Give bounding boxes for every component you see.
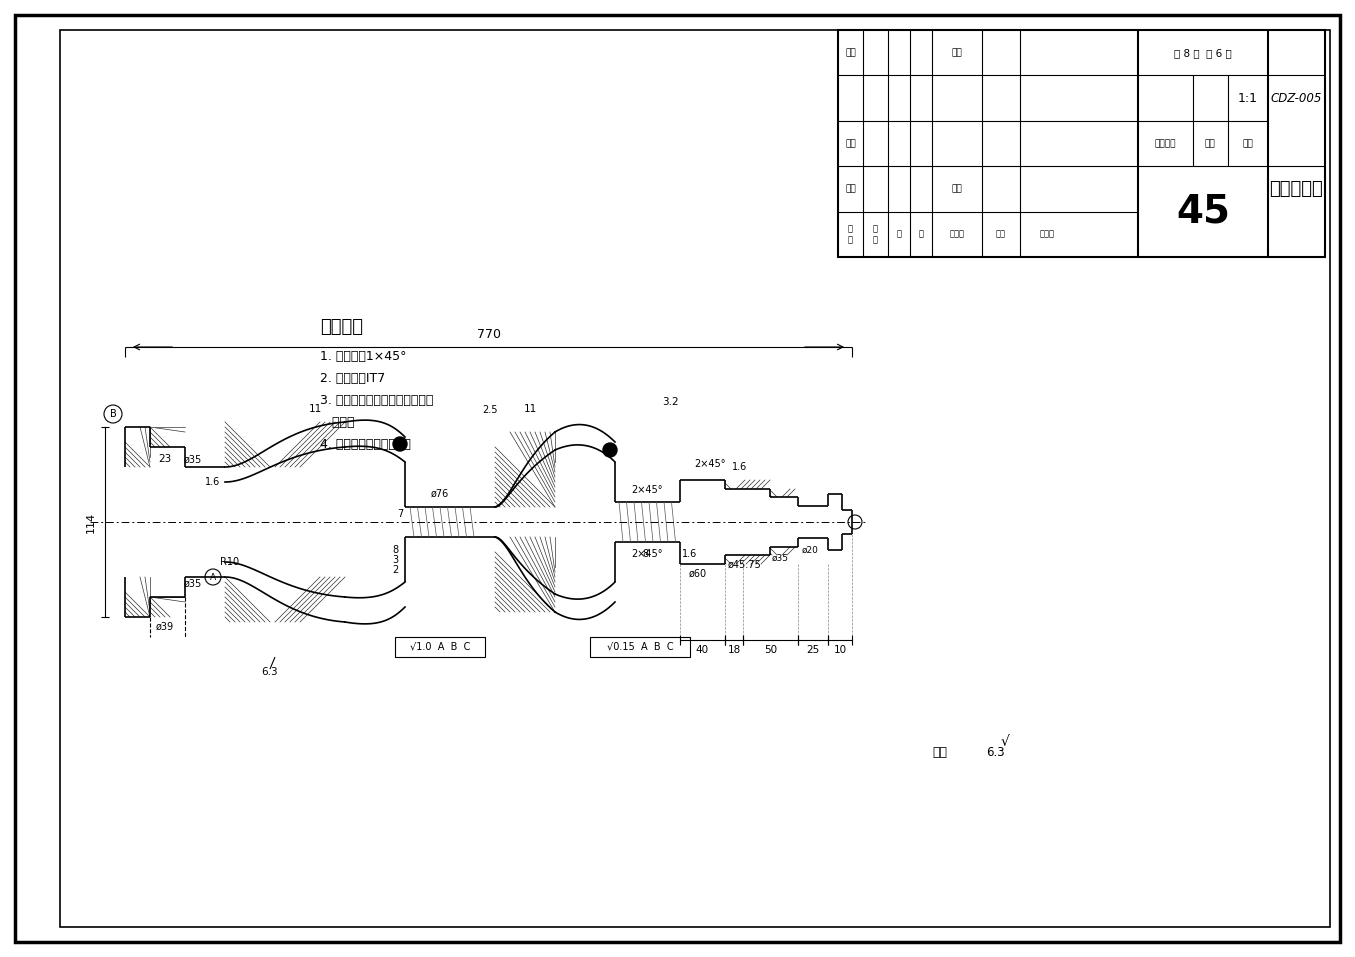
Text: ø35: ø35 [184, 455, 202, 465]
Bar [837, 30, 1325, 257]
Text: ø20: ø20 [802, 545, 818, 554]
Text: ø35: ø35 [771, 553, 789, 563]
Text: 审核: 审核 [846, 139, 856, 148]
Text: ø39: ø39 [156, 622, 173, 632]
Text: R10: R10 [221, 557, 240, 567]
Text: √0.15  A  B  C: √0.15 A B C [607, 642, 673, 652]
Text: ø45.75: ø45.75 [728, 560, 762, 570]
Text: 2.5: 2.5 [482, 405, 497, 415]
Text: 770: 770 [477, 328, 500, 342]
Text: ø60: ø60 [688, 569, 707, 579]
Text: 6.3: 6.3 [985, 746, 1004, 759]
Text: 其余: 其余 [932, 746, 947, 759]
Text: 中间传动轴: 中间传动轴 [1270, 180, 1324, 198]
Text: 2×45°: 2×45° [631, 549, 663, 559]
Text: 2. 未注精度IT7: 2. 未注精度IT7 [320, 372, 385, 386]
Text: 1.6: 1.6 [732, 462, 748, 472]
Text: 2: 2 [392, 565, 398, 575]
Bar [589, 637, 690, 657]
Text: 8: 8 [392, 545, 398, 555]
Text: 1.6: 1.6 [206, 477, 221, 487]
Text: B: B [110, 409, 117, 419]
Text: 批准: 批准 [951, 48, 962, 57]
Text: 工艺: 工艺 [846, 48, 856, 57]
Text: 18: 18 [728, 645, 741, 655]
Text: 标准: 标准 [951, 185, 962, 193]
Text: 50: 50 [764, 645, 776, 655]
Text: 11: 11 [309, 404, 321, 414]
Text: 3: 3 [392, 555, 398, 565]
Text: 45: 45 [1176, 192, 1230, 231]
Text: √: √ [1000, 735, 1009, 749]
Text: 7: 7 [397, 509, 404, 519]
Text: 文件号: 文件号 [950, 230, 965, 239]
Text: ø76: ø76 [431, 489, 449, 499]
Text: A: A [210, 572, 215, 582]
Text: 年月日: 年月日 [1041, 230, 1056, 239]
Text: ø35: ø35 [184, 579, 202, 589]
Text: 1. 未注倒角1×45°: 1. 未注倒角1×45° [320, 350, 406, 364]
Circle shape [603, 443, 617, 457]
Text: 区: 区 [919, 230, 924, 239]
Text: 重量: 重量 [1205, 139, 1215, 148]
Text: 3. 传动轴体应无裂损，表面无显: 3. 传动轴体应无裂损，表面无显 [320, 394, 434, 408]
Text: 比例: 比例 [1243, 139, 1253, 148]
Text: 8: 8 [642, 549, 648, 559]
Text: 2×45°: 2×45° [631, 485, 663, 495]
Text: 技术要求: 技术要求 [320, 318, 363, 336]
Text: 10: 10 [833, 645, 847, 655]
Text: 标
记: 标 记 [848, 225, 854, 244]
Text: 分: 分 [897, 230, 901, 239]
Text: 处
数: 处 数 [873, 225, 878, 244]
Text: 2×45°: 2×45° [694, 459, 726, 469]
Text: 6.3: 6.3 [262, 667, 278, 677]
Text: 23: 23 [159, 454, 172, 464]
Text: 设计: 设计 [846, 185, 856, 193]
Text: 40: 40 [696, 645, 709, 655]
Text: 25: 25 [806, 645, 820, 655]
Circle shape [393, 437, 406, 451]
Text: 1.6: 1.6 [683, 549, 698, 559]
Text: 114: 114 [85, 511, 96, 532]
Text: 4. 零件加工后应清除污垢: 4. 零件加工后应清除污垢 [320, 438, 411, 452]
Text: 共 8 张  第 6 张: 共 8 张 第 6 张 [1175, 48, 1232, 57]
Text: 1:1: 1:1 [1238, 92, 1257, 104]
Text: 3.2: 3.2 [661, 397, 679, 407]
Text: 著伤痕: 著伤痕 [320, 416, 355, 430]
Text: 签名: 签名 [996, 230, 1005, 239]
Text: 阶段标记: 阶段标记 [1154, 139, 1176, 148]
Text: √1.0  A  B  C: √1.0 A B C [409, 642, 470, 652]
Text: 11: 11 [523, 404, 537, 414]
Text: CDZ-005: CDZ-005 [1271, 92, 1322, 104]
Bar [396, 637, 485, 657]
